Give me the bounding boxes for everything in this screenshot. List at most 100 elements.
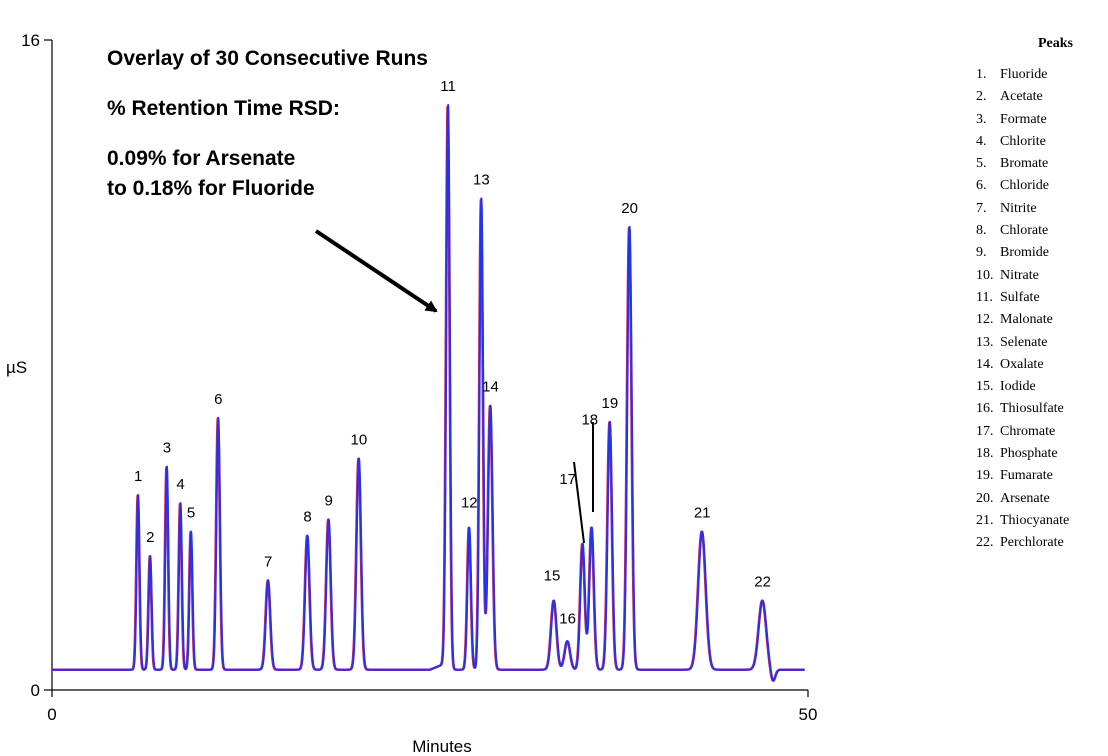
peak-label-10: 10	[351, 431, 368, 448]
legend-item-name: Sulfate	[1000, 289, 1040, 305]
legend-item-name: Nitrite	[1000, 200, 1037, 216]
peak-label-12: 12	[461, 495, 478, 512]
legend-item: 2. Acetate	[976, 86, 1073, 108]
peak-label-15: 15	[544, 568, 561, 585]
legend-item: 22. Perchlorate	[976, 532, 1073, 554]
legend-item: 9. Bromide	[976, 242, 1073, 264]
trace-line-2	[51, 104, 806, 682]
legend-item: 11. Sulfate	[976, 287, 1073, 309]
leader-line-17	[573, 461, 585, 544]
legend-item-name: Chloride	[1000, 178, 1049, 194]
legend-item-name: Thiocyanate	[1000, 512, 1070, 528]
annotation-line-3: 0.09% for Arsenate	[107, 147, 295, 170]
peak-label-16: 16	[559, 610, 576, 627]
peak-label-7: 7	[264, 553, 272, 570]
y-axis-title: µS	[6, 358, 27, 377]
legend-item-name: Formate	[1000, 111, 1047, 127]
legend-item-number: 17.	[976, 423, 994, 439]
legend-item-name: Perchlorate	[1000, 535, 1064, 551]
legend-item-name: Bromide	[1000, 245, 1049, 261]
annotation-line-1: Overlay of 30 Consecutive Runs	[107, 47, 428, 70]
y-tick-label-max: 16	[21, 31, 40, 50]
legend-item-number: 18.	[976, 446, 994, 462]
legend-title: Peaks	[1038, 36, 1073, 51]
legend-item-number: 13.	[976, 334, 994, 350]
legend-item-number: 16.	[976, 401, 994, 417]
y-tick-label-min: 0	[31, 681, 40, 700]
peak-label-14: 14	[482, 379, 499, 396]
legend-item-name: Fluoride	[1000, 67, 1048, 82]
legend-item-name: Thiosulfate	[1000, 401, 1064, 417]
legend-item: 6. Chloride	[976, 175, 1073, 197]
legend-item: 12. Malonate	[976, 309, 1073, 331]
legend-item-name: Iodide	[1000, 379, 1036, 395]
legend-list: 1. Fluoride 2. Acetate 3. Formate 4. Chlorite 5.…	[976, 64, 1073, 555]
peak-label-4: 4	[176, 476, 184, 493]
legend-item-name: Selenate	[1000, 334, 1048, 350]
legend-item: 19. Fumarate	[976, 465, 1073, 487]
peak-label-17: 17	[559, 471, 576, 488]
legend-item: 16. Thiosulfate	[976, 398, 1073, 420]
peak-label-11: 11	[440, 78, 456, 95]
legend-item-name: Malonate	[1000, 312, 1053, 328]
annotation-line-4: to 0.18% for Fluoride	[107, 177, 315, 200]
legend-item: 8. Chlorate	[976, 220, 1073, 242]
legend-item: 21. Thiocyanate	[976, 510, 1073, 532]
peak-label-3: 3	[163, 440, 171, 457]
peak-label-13: 13	[473, 171, 490, 188]
legend-item-name: Chlorite	[1000, 133, 1046, 149]
legend-item-name: Chromate	[1000, 423, 1056, 439]
legend-item-name: Arsenate	[1000, 490, 1050, 506]
legend-item-number: 7.	[976, 200, 987, 216]
legend-item-number: 10.	[976, 267, 994, 283]
legend-item-number: 1.	[976, 67, 987, 82]
peak-label-19: 19	[602, 395, 619, 412]
legend-item-name: Phosphate	[1000, 446, 1058, 462]
peak-label-18: 18	[581, 412, 598, 429]
peaks-legend: Peaks 1. Fluoride 2. Acetate 3. Formate 4. Chlo…	[976, 36, 1073, 555]
legend-item-number: 12.	[976, 312, 994, 328]
legend-item: 4. Chlorite	[976, 131, 1073, 153]
legend-item-number: 14.	[976, 356, 994, 372]
annotation-arrow	[314, 229, 438, 313]
annotation-line-2: % Retention Time RSD:	[107, 97, 340, 120]
legend-item-number: 21.	[976, 512, 994, 528]
legend-item: 7. Nitrite	[976, 198, 1073, 220]
legend-item-name: Oxalate	[1000, 356, 1044, 372]
peak-label-6: 6	[214, 391, 222, 408]
peak-label-5: 5	[187, 505, 195, 522]
legend-item: 5. Bromate	[976, 153, 1073, 175]
legend-item: 1. Fluoride	[976, 64, 1073, 86]
peak-label-20: 20	[621, 200, 638, 217]
x-axis-title: Minutes	[412, 737, 472, 756]
legend-item-number: 3.	[976, 111, 987, 127]
legend-item: 15. Iodide	[976, 376, 1073, 398]
legend-item: 14. Oxalate	[976, 354, 1073, 376]
legend-item-number: 6.	[976, 178, 987, 194]
legend-item-name: Chlorate	[1000, 223, 1049, 239]
legend-item-number: 19.	[976, 468, 994, 484]
legend-item-number: 22.	[976, 535, 994, 551]
peak-label-2: 2	[146, 529, 154, 546]
x-tick-label-max: 50	[799, 705, 818, 724]
legend-item-number: 8.	[976, 223, 987, 239]
legend-item: 20. Arsenate	[976, 488, 1073, 510]
legend-item-number: 15.	[976, 379, 994, 395]
legend-item-number: 2.	[976, 89, 987, 105]
legend-item: 17. Chromate	[976, 421, 1073, 443]
legend-item-number: 4.	[976, 133, 987, 149]
peak-label-1: 1	[134, 468, 142, 485]
legend-item: 10. Nitrate	[976, 265, 1073, 287]
peak-label-8: 8	[303, 509, 311, 526]
legend-item-name: Bromate	[1000, 156, 1049, 172]
legend-item-name: Fumarate	[1000, 468, 1053, 484]
peak-label-9: 9	[325, 492, 333, 509]
legend-item: 18. Phosphate	[976, 443, 1073, 465]
legend-item-name: Acetate	[1000, 89, 1043, 105]
legend-item-number: 5.	[976, 156, 987, 172]
legend-item: 3. Formate	[976, 109, 1073, 131]
peak-label-22: 22	[754, 574, 771, 591]
legend-item-number: 11.	[976, 289, 993, 305]
